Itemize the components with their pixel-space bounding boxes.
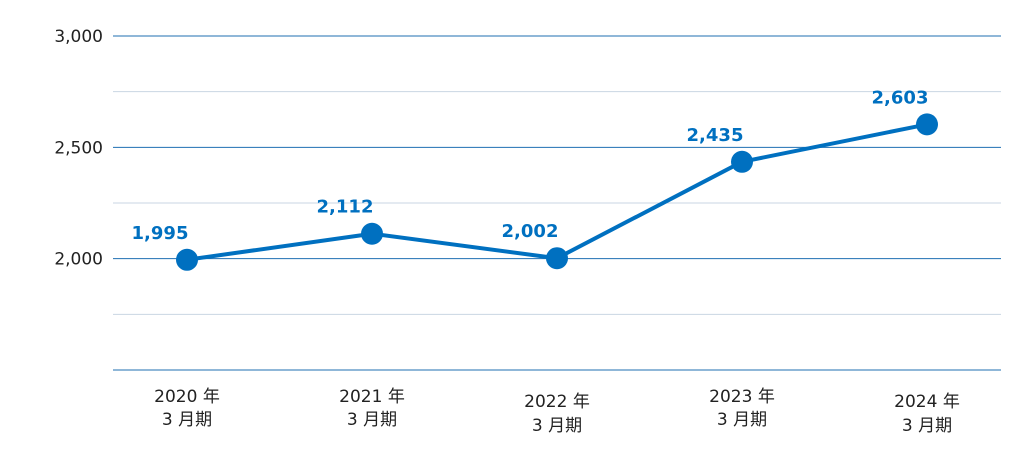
- x-tick-label-line: 2022 年: [524, 392, 590, 412]
- x-axis: 2020 年 3 月期 2021 年 3 月期 2022 年 3 月期 2023 年 3 月期…: [154, 387, 960, 436]
- data-label: 1,995: [132, 223, 189, 244]
- x-tick-label: 2024 年 3 月期: [894, 392, 960, 436]
- data-label: 2,603: [872, 87, 929, 108]
- x-tick-label-line: 3 月期: [902, 416, 952, 436]
- data-point: [916, 113, 938, 136]
- x-tick-label-line: 2021 年: [339, 387, 405, 407]
- y-axis: 2,000 2,500 3,000: [54, 27, 103, 270]
- x-tick-label: 2023 年 3 月期: [709, 387, 775, 430]
- data-label: 2,112: [317, 197, 374, 218]
- x-tick-label: 2022 年 3 月期: [524, 392, 590, 436]
- x-tick-label-line: 3 月期: [717, 410, 767, 430]
- data-labels: 1,995 2,112 2,002 2,435 2,603: [132, 87, 929, 243]
- x-tick-label-line: 3 月期: [162, 410, 212, 430]
- x-tick-label-line: 3 月期: [347, 410, 397, 430]
- y-tick-label: 3,000: [54, 27, 103, 47]
- gridlines: [113, 35, 1001, 371]
- series-group: [176, 113, 938, 271]
- x-tick-label-line: 2023 年: [709, 387, 775, 407]
- y-tick-label: 2,000: [54, 250, 103, 270]
- x-tick-label: 2021 年 3 月期: [339, 387, 405, 430]
- x-tick-label-line: 3 月期: [532, 416, 582, 436]
- data-point: [176, 248, 198, 271]
- data-point: [361, 222, 383, 245]
- x-tick-label-line: 2024 年: [894, 392, 960, 412]
- x-tick-label-line: 2020 年: [154, 387, 220, 407]
- data-point: [731, 150, 753, 173]
- x-tick-label: 2020 年 3 月期: [154, 387, 220, 430]
- data-point: [546, 247, 568, 270]
- data-label: 2,435: [687, 125, 744, 146]
- data-label: 2,002: [502, 221, 559, 242]
- y-tick-label: 2,500: [54, 138, 103, 158]
